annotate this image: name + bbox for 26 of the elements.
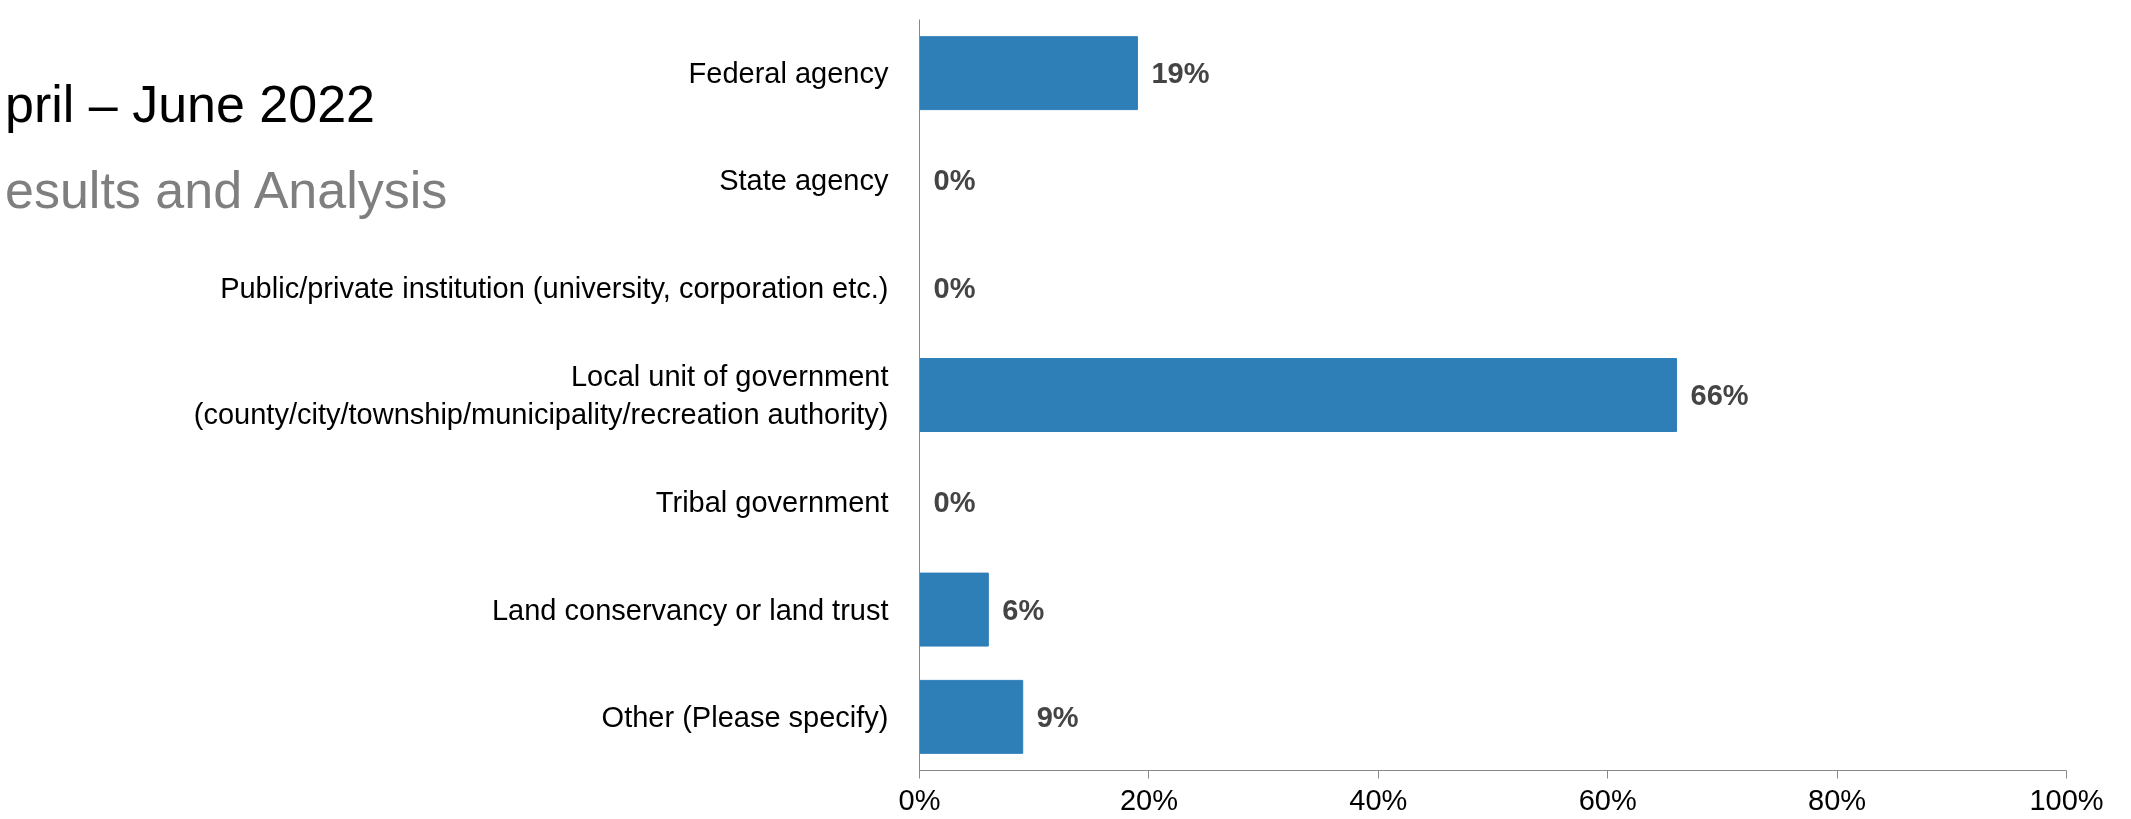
data-label: 6% — [1002, 593, 1045, 626]
data-label: 9% — [1036, 700, 1079, 733]
data-label: 19% — [1151, 57, 1210, 90]
y-tick-label: State agency — [719, 164, 889, 197]
text: pril – June 2022 — [5, 74, 376, 135]
x-tick-label: 0% — [898, 783, 941, 816]
text: esults and Analysis — [5, 160, 448, 221]
bar — [919, 572, 989, 647]
data-label: 66% — [1690, 379, 1749, 411]
x-tick-label: 100% — [2029, 783, 2104, 816]
x-tick-label: 60% — [1578, 783, 1637, 816]
x-tick-label: 20% — [1119, 783, 1178, 816]
bar — [919, 679, 1024, 754]
bar — [919, 36, 1138, 111]
y-tick-label: Other (Please specify) — [601, 700, 889, 733]
y-tick-label: Tribal government — [655, 486, 889, 519]
data-label: 0% — [933, 486, 976, 519]
y-tick-label: Public/private institution (university, corporation etc.) — [220, 271, 889, 304]
data-label: 0% — [933, 164, 976, 197]
x-tick-label: 80% — [1808, 783, 1867, 816]
y-tick-label: Land conservancy or land trust — [491, 593, 889, 626]
y-tick-label: Federal agency — [688, 57, 889, 90]
bar — [919, 358, 1678, 432]
y-tick-label: Local unit of government (county/city/township/municipality/recreation authority) — [193, 359, 889, 431]
x-tick-label: 40% — [1349, 783, 1408, 816]
data-label: 0% — [933, 271, 976, 304]
